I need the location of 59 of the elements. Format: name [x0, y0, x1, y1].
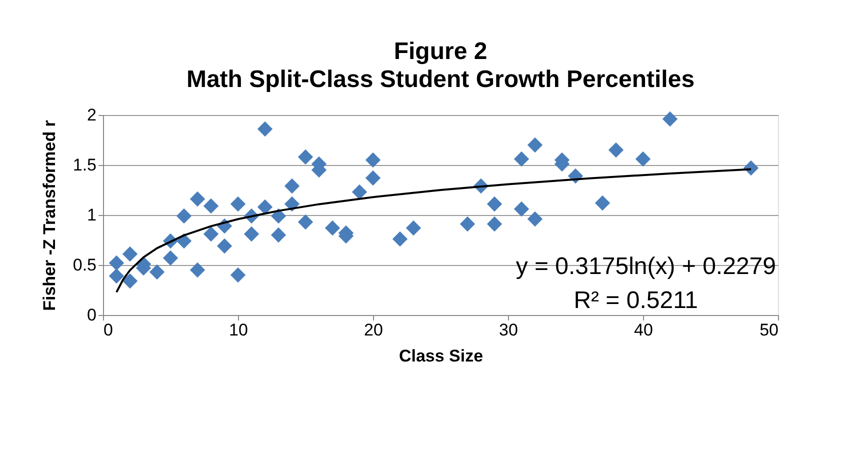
point [514, 151, 530, 167]
point [176, 233, 192, 249]
point [486, 196, 502, 212]
point [392, 231, 408, 247]
point [230, 196, 246, 212]
point [365, 152, 381, 168]
point [594, 195, 610, 211]
y-tick-label: 1.5 [72, 156, 96, 174]
point [284, 196, 300, 212]
point [514, 201, 530, 217]
point [190, 191, 206, 207]
y-tick-label: 2 [87, 106, 96, 124]
chart-title: Figure 2 [394, 38, 488, 65]
point [149, 264, 165, 280]
annotation: R² = 0.5211 [574, 287, 698, 314]
point [352, 184, 368, 200]
point [216, 238, 232, 254]
x-tick-label: 0 [104, 320, 113, 340]
point [244, 226, 260, 242]
point [365, 170, 381, 186]
point [230, 267, 246, 283]
y-tick-label: 0 [87, 306, 96, 324]
point [608, 142, 624, 158]
point [284, 178, 300, 194]
x-tick-label: 40 [634, 320, 653, 340]
point [257, 121, 273, 137]
point [486, 216, 502, 232]
point [270, 208, 286, 224]
point [406, 220, 422, 236]
point [527, 137, 543, 153]
point [298, 149, 314, 165]
point [122, 273, 138, 289]
point [203, 198, 219, 214]
point [108, 255, 124, 271]
x-tick-label: 20 [364, 320, 383, 340]
x-tick-label: 50 [760, 320, 778, 340]
point [203, 226, 219, 242]
point [162, 250, 178, 266]
annotation: y = 0.3175ln(x) + 0.2279 [516, 253, 776, 280]
y-tick-label: 0.5 [72, 256, 96, 274]
point [270, 227, 286, 243]
y-axis-title: Fisher -Z Transformed r [40, 120, 59, 311]
point [460, 216, 476, 232]
x-axis-title: Class Size [398, 346, 484, 366]
y-tick-label: 1 [87, 206, 96, 224]
point [108, 268, 124, 284]
point [257, 199, 273, 215]
point [122, 246, 138, 262]
x-tick-label: 30 [499, 320, 518, 340]
point [176, 208, 192, 224]
point [635, 151, 651, 167]
point [527, 211, 543, 227]
x-tick-label: 10 [229, 320, 248, 340]
point [743, 160, 759, 176]
point [324, 220, 340, 236]
point [298, 214, 314, 230]
chart-subtitle: Math Split-Class Student Growth Percentiles [186, 66, 695, 93]
point [662, 111, 678, 127]
point [190, 262, 206, 278]
